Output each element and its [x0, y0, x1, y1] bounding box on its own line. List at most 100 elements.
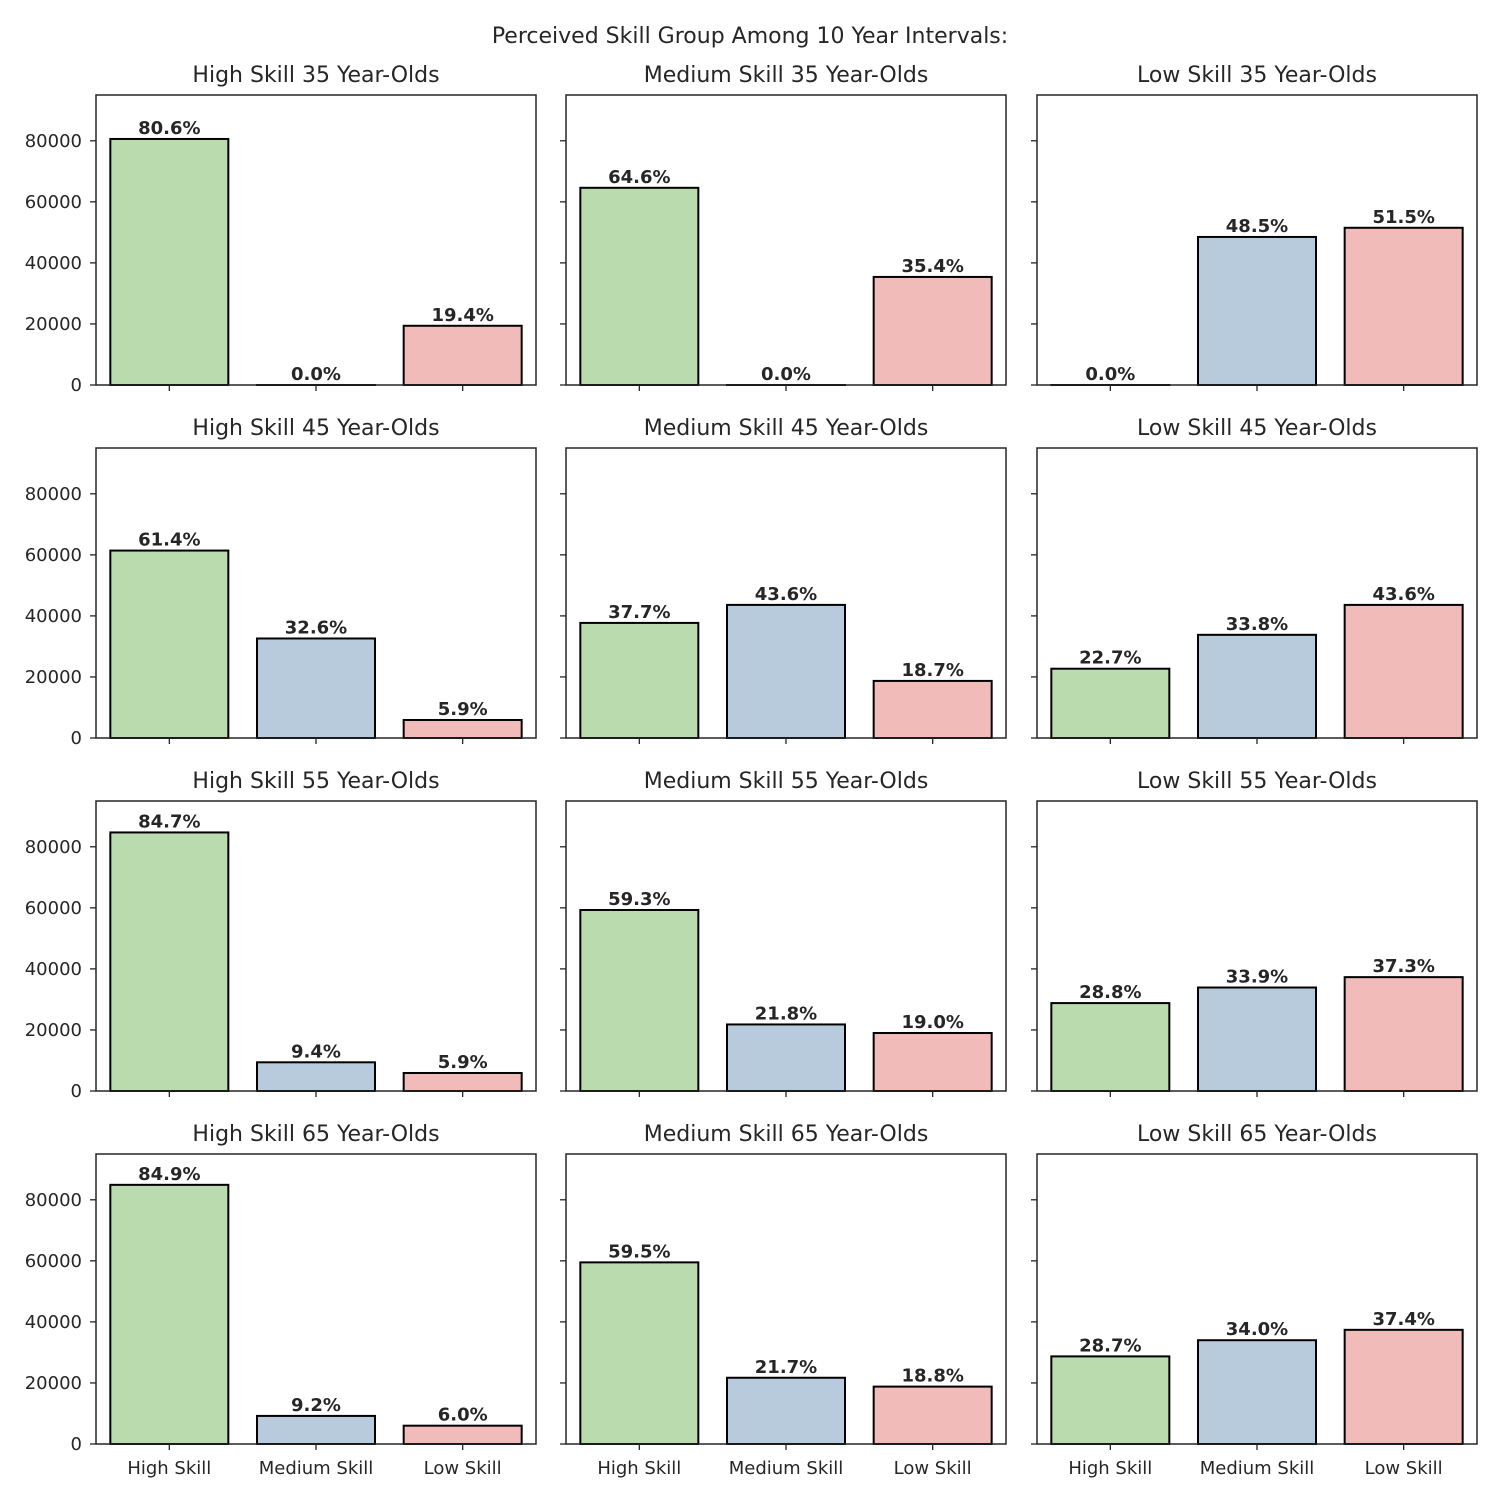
data-label: 28.7% — [1079, 1335, 1141, 1356]
data-label: 84.9% — [138, 1164, 200, 1185]
x-tick-label: Medium Skill — [729, 1458, 844, 1479]
bar — [404, 1073, 522, 1091]
bar — [580, 1262, 698, 1444]
data-label: 80.6% — [138, 118, 200, 139]
bar — [580, 188, 698, 385]
bar — [874, 1387, 992, 1444]
bar — [1345, 605, 1463, 738]
x-tick-label: Medium Skill — [259, 1458, 374, 1479]
y-tick-label: 60000 — [25, 1251, 82, 1272]
data-label: 18.8% — [901, 1366, 963, 1387]
bar — [404, 326, 522, 385]
y-tick-label: 20000 — [25, 667, 82, 688]
y-tick-label: 20000 — [25, 1020, 82, 1041]
subplot: Low Skill 65 Year-Olds 28.7% High Skill 34.… — [1031, 1122, 1477, 1479]
data-label: 43.6% — [755, 584, 817, 605]
x-tick-label: Medium Skill — [1200, 1458, 1315, 1479]
bar — [1345, 1330, 1463, 1444]
data-label: 0.0% — [291, 364, 341, 385]
x-tick-label: High Skill — [127, 1458, 211, 1479]
subplot: High Skill 55 Year-Olds84.7%9.4%5.9%0200… — [25, 769, 536, 1102]
bar — [110, 832, 228, 1091]
data-label: 35.4% — [901, 256, 963, 277]
y-tick-label: 60000 — [25, 192, 82, 213]
data-label: 22.7% — [1079, 648, 1141, 669]
bar — [874, 681, 992, 738]
bar — [727, 1378, 845, 1444]
data-label: 61.4% — [138, 530, 200, 551]
y-tick-label: 40000 — [25, 959, 82, 980]
subplot: Medium Skill 65 Year-Olds 59.5% High Skill… — [560, 1122, 1006, 1479]
data-label: 37.4% — [1372, 1309, 1434, 1330]
y-tick-label: 80000 — [25, 484, 82, 505]
subplot-title: Medium Skill 65 Year-Olds — [644, 1122, 929, 1147]
data-label: 18.7% — [901, 660, 963, 681]
subplot-title: Medium Skill 45 Year-Olds — [644, 416, 929, 441]
data-label: 33.8% — [1226, 614, 1288, 635]
y-tick-label: 40000 — [25, 253, 82, 274]
bar — [1051, 1003, 1169, 1091]
y-tick-label: 80000 — [25, 1190, 82, 1211]
bar — [1198, 988, 1316, 1091]
data-label: 48.5% — [1226, 216, 1288, 237]
data-label: 5.9% — [438, 1052, 488, 1073]
bar — [874, 277, 992, 385]
y-tick-label: 0 — [71, 1434, 82, 1455]
data-label: 19.0% — [901, 1012, 963, 1033]
subplot-title: Low Skill 35 Year-Olds — [1137, 63, 1377, 88]
data-label: 28.8% — [1079, 982, 1141, 1003]
bar — [257, 638, 375, 738]
subplot-title: Low Skill 45 Year-Olds — [1137, 416, 1377, 441]
y-tick-label: 60000 — [25, 898, 82, 919]
data-label: 34.0% — [1226, 1319, 1288, 1340]
subplot-title: High Skill 35 Year-Olds — [192, 63, 439, 88]
subplot-title: Low Skill 55 Year-Olds — [1137, 769, 1377, 794]
x-tick-label: Low Skill — [894, 1458, 972, 1479]
subplot-title: Medium Skill 55 Year-Olds — [644, 769, 929, 794]
x-tick-label: Low Skill — [424, 1458, 502, 1479]
subplot-title: Low Skill 65 Year-Olds — [1137, 1122, 1377, 1147]
bar — [580, 623, 698, 738]
subplot-title: High Skill 55 Year-Olds — [192, 769, 439, 794]
bar — [1198, 1340, 1316, 1444]
y-tick-label: 80000 — [25, 131, 82, 152]
subplot-title: High Skill 65 Year-Olds — [192, 1122, 439, 1147]
y-tick-label: 40000 — [25, 606, 82, 627]
data-label: 59.3% — [608, 889, 670, 910]
data-label: 37.7% — [608, 602, 670, 623]
data-label: 9.4% — [291, 1041, 341, 1062]
bar — [257, 1062, 375, 1091]
bar — [110, 551, 228, 738]
bar — [1051, 669, 1169, 738]
y-tick-label: 20000 — [25, 314, 82, 335]
x-tick-label: High Skill — [597, 1458, 681, 1479]
bar — [874, 1033, 992, 1091]
figure-suptitle: Perceived Skill Group Among 10 Year Inte… — [0, 24, 1500, 49]
bar — [404, 1426, 522, 1444]
y-tick-label: 0 — [71, 1081, 82, 1102]
subplot-title: High Skill 45 Year-Olds — [192, 416, 439, 441]
data-label: 6.0% — [438, 1405, 488, 1426]
bar — [1198, 635, 1316, 738]
y-tick-label: 20000 — [25, 1373, 82, 1394]
x-tick-label: High Skill — [1068, 1458, 1152, 1479]
bar — [1198, 237, 1316, 385]
bar — [110, 1185, 228, 1444]
data-label: 0.0% — [761, 364, 811, 385]
y-tick-label: 40000 — [25, 1312, 82, 1333]
data-label: 33.9% — [1226, 967, 1288, 988]
data-label: 19.4% — [431, 305, 493, 326]
subplot: Medium Skill 45 Year-Olds 37.7% 43.6% 18.7% — [560, 416, 1006, 744]
data-label: 59.5% — [608, 1241, 670, 1262]
bar — [110, 139, 228, 385]
data-label: 64.6% — [608, 167, 670, 188]
y-tick-label: 0 — [71, 728, 82, 749]
y-tick-label: 80000 — [25, 837, 82, 858]
